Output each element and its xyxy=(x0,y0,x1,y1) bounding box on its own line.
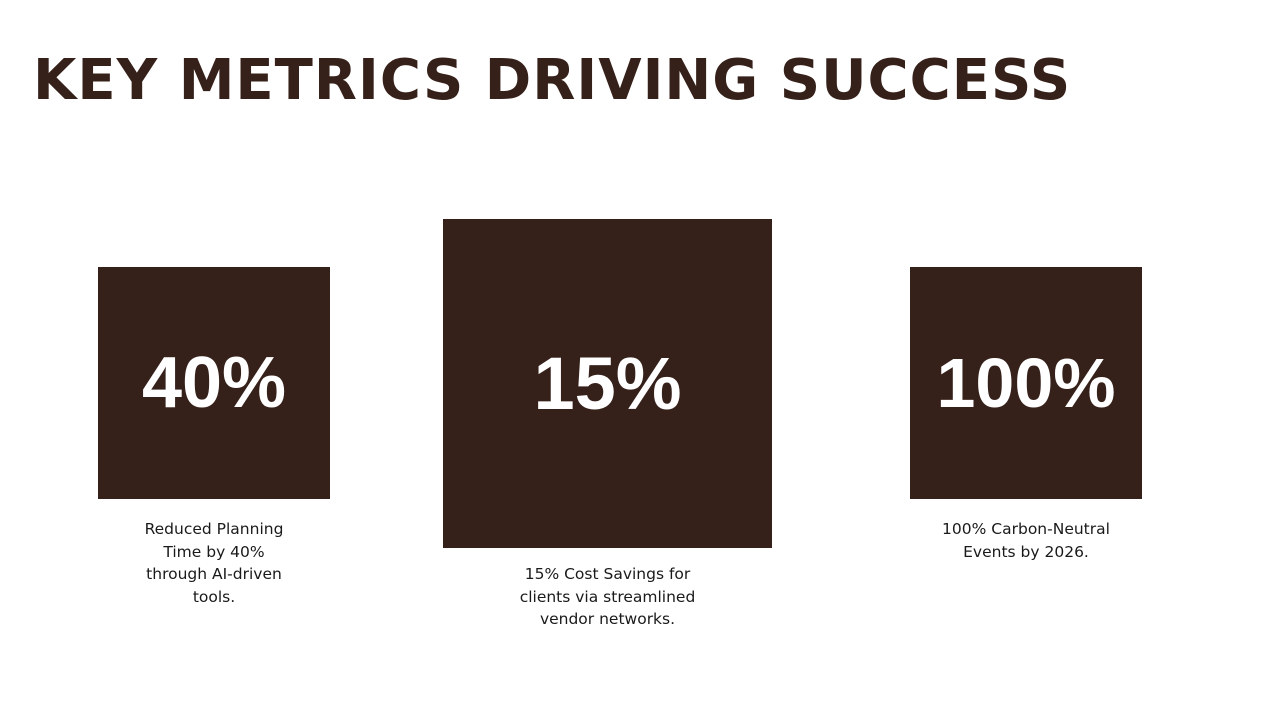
metric-caption: 100% Carbon-Neutral Events by 2026. xyxy=(942,520,1110,561)
metric-caption: Reduced Planning Time by 40% through AI-… xyxy=(144,520,284,606)
metric-caption: 15% Cost Savings for clients via streaml… xyxy=(519,565,696,628)
metric-value: 100% xyxy=(936,344,1116,422)
metric-box-cost-savings: 15% xyxy=(443,219,772,548)
metric-box-carbon-neutral: 100% xyxy=(910,267,1142,499)
metric-value: 40% xyxy=(141,343,287,423)
metric-value: 15% xyxy=(533,341,682,425)
metric-box-planning-time: 40% xyxy=(98,267,330,499)
slide-title: KEY METRICS DRIVING SUCCESS xyxy=(33,48,1072,113)
